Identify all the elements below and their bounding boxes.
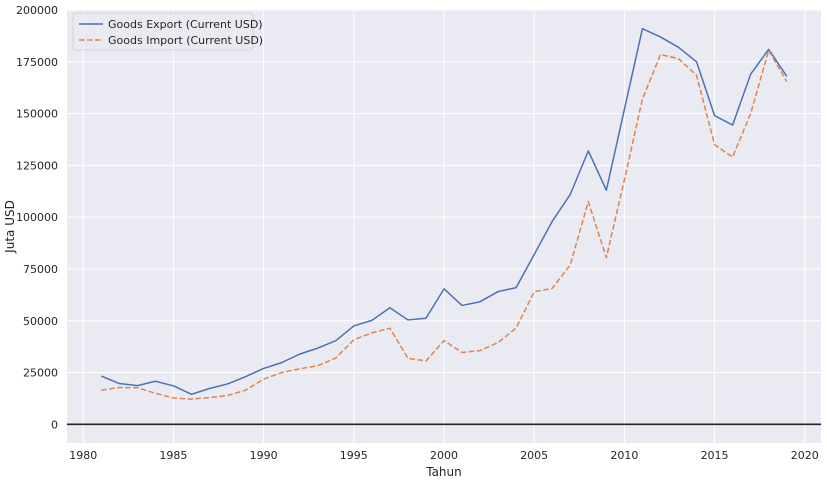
x-tick-label: 2000	[430, 449, 458, 462]
legend-label-import: Goods Import (Current USD)	[108, 34, 263, 47]
legend-box	[72, 12, 254, 51]
y-axis-label: Juta USD	[3, 200, 17, 254]
x-tick-label: 2010	[610, 449, 638, 462]
x-tick-label: 1980	[69, 449, 97, 462]
y-tick-label: 75000	[23, 263, 58, 276]
x-tick-label: 2015	[701, 449, 729, 462]
y-tick-label: 125000	[16, 159, 58, 172]
series-layer	[100, 27, 788, 400]
x-tick-label: 2020	[791, 449, 819, 462]
y-tick-labels: 0 25000 50000 75000 100000 125000 150000 175000…	[16, 4, 58, 431]
x-tick-label: 1995	[340, 449, 368, 462]
x-tick-label: 1985	[159, 449, 187, 462]
y-tick-label: 0	[51, 418, 58, 431]
y-tick-label: 25000	[23, 367, 58, 380]
y-tick-label: 200000	[16, 4, 58, 17]
legend: Goods Export (Current USD) Goods Import …	[72, 12, 263, 51]
x-tick-label: 2005	[520, 449, 548, 462]
x-tick-labels: 1980 1985 1990 1995 2000 2005 2010 2015 2020	[69, 449, 819, 462]
x-tick-label: 1990	[250, 449, 278, 462]
series-line-import	[101, 49, 788, 400]
y-tick-label: 50000	[23, 315, 58, 328]
legend-label-export: Goods Export (Current USD)	[108, 18, 263, 31]
series-line-export	[100, 27, 788, 396]
y-tick-label: 175000	[16, 56, 58, 69]
x-axis-label: Tahun	[425, 465, 462, 479]
y-tick-label: 150000	[16, 108, 58, 121]
y-tick-label: 100000	[16, 211, 58, 224]
